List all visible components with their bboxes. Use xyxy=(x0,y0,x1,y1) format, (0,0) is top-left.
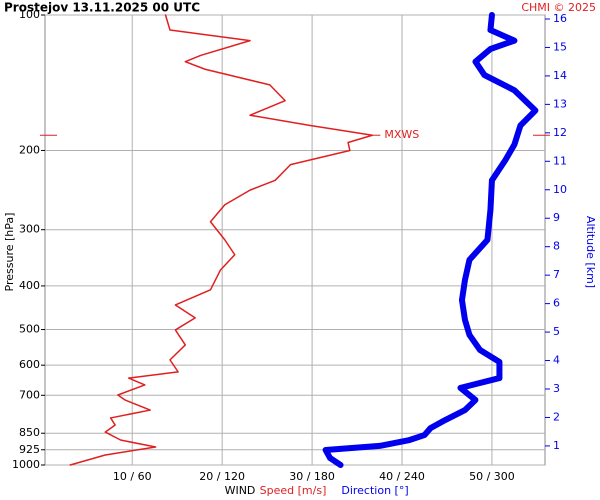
x-tick-label: 10 / 60 xyxy=(113,470,152,483)
y2-tick-label: 6 xyxy=(553,297,560,310)
y2-tick-label: 2 xyxy=(553,410,560,423)
x-tick-label: 50 / 300 xyxy=(469,470,515,483)
y2-tick-label: 8 xyxy=(553,240,560,253)
y-tick-label: 600 xyxy=(19,358,40,371)
y2-tick-label: 14 xyxy=(553,69,567,82)
y2-axis-label: Altitude [km] xyxy=(584,216,597,288)
profile-line xyxy=(322,12,539,468)
y-tick-label: 100 xyxy=(19,8,40,21)
y2-tick-label: 1 xyxy=(553,439,560,452)
profile-line xyxy=(69,14,374,466)
chart-title: Prostejov 13.11.2025 00 UTC xyxy=(4,1,200,15)
y-tick-label: 925 xyxy=(19,443,40,456)
y-tick-label: 400 xyxy=(19,279,40,292)
y2-tick-label: 16 xyxy=(553,12,567,25)
x-tick-label: 20 / 120 xyxy=(199,470,245,483)
y-axis-label: Pressure [hPa] xyxy=(3,213,16,292)
y-tick-label: 850 xyxy=(19,426,40,439)
y-tick-label: 500 xyxy=(19,323,40,336)
legend-speed: Speed [m/s] xyxy=(260,484,327,497)
x-tick-label: 30 / 180 xyxy=(289,470,335,483)
x-axis-label: WIND xyxy=(225,484,256,497)
y-tick-label: 700 xyxy=(19,388,40,401)
y2-tick-label: 4 xyxy=(553,354,560,367)
legend-direction: Direction [°] xyxy=(341,484,408,497)
y2-tick-label: 11 xyxy=(553,154,567,167)
y2-tick-label: 15 xyxy=(553,40,567,53)
y-tick-label: 200 xyxy=(19,143,40,156)
y2-tick-label: 12 xyxy=(553,126,567,139)
mxws-label: MXWS xyxy=(384,128,419,141)
y2-tick-label: 3 xyxy=(553,382,560,395)
y2-tick-label: 7 xyxy=(553,268,560,281)
y2-tick-label: 9 xyxy=(553,211,560,224)
y2-tick-label: 5 xyxy=(553,325,560,338)
y2-tick-label: 10 xyxy=(553,183,567,196)
y2-tick-label: 13 xyxy=(553,97,567,110)
y-tick-label: 1000 xyxy=(12,458,40,471)
x-tick-label: 40 / 240 xyxy=(379,470,425,483)
credit: CHMI © 2025 xyxy=(521,1,596,14)
y-tick-label: 300 xyxy=(19,223,40,236)
